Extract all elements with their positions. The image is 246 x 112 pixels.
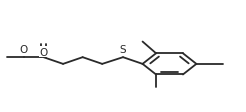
Text: O: O — [20, 45, 28, 55]
Text: S: S — [120, 45, 126, 55]
Text: O: O — [39, 47, 48, 57]
